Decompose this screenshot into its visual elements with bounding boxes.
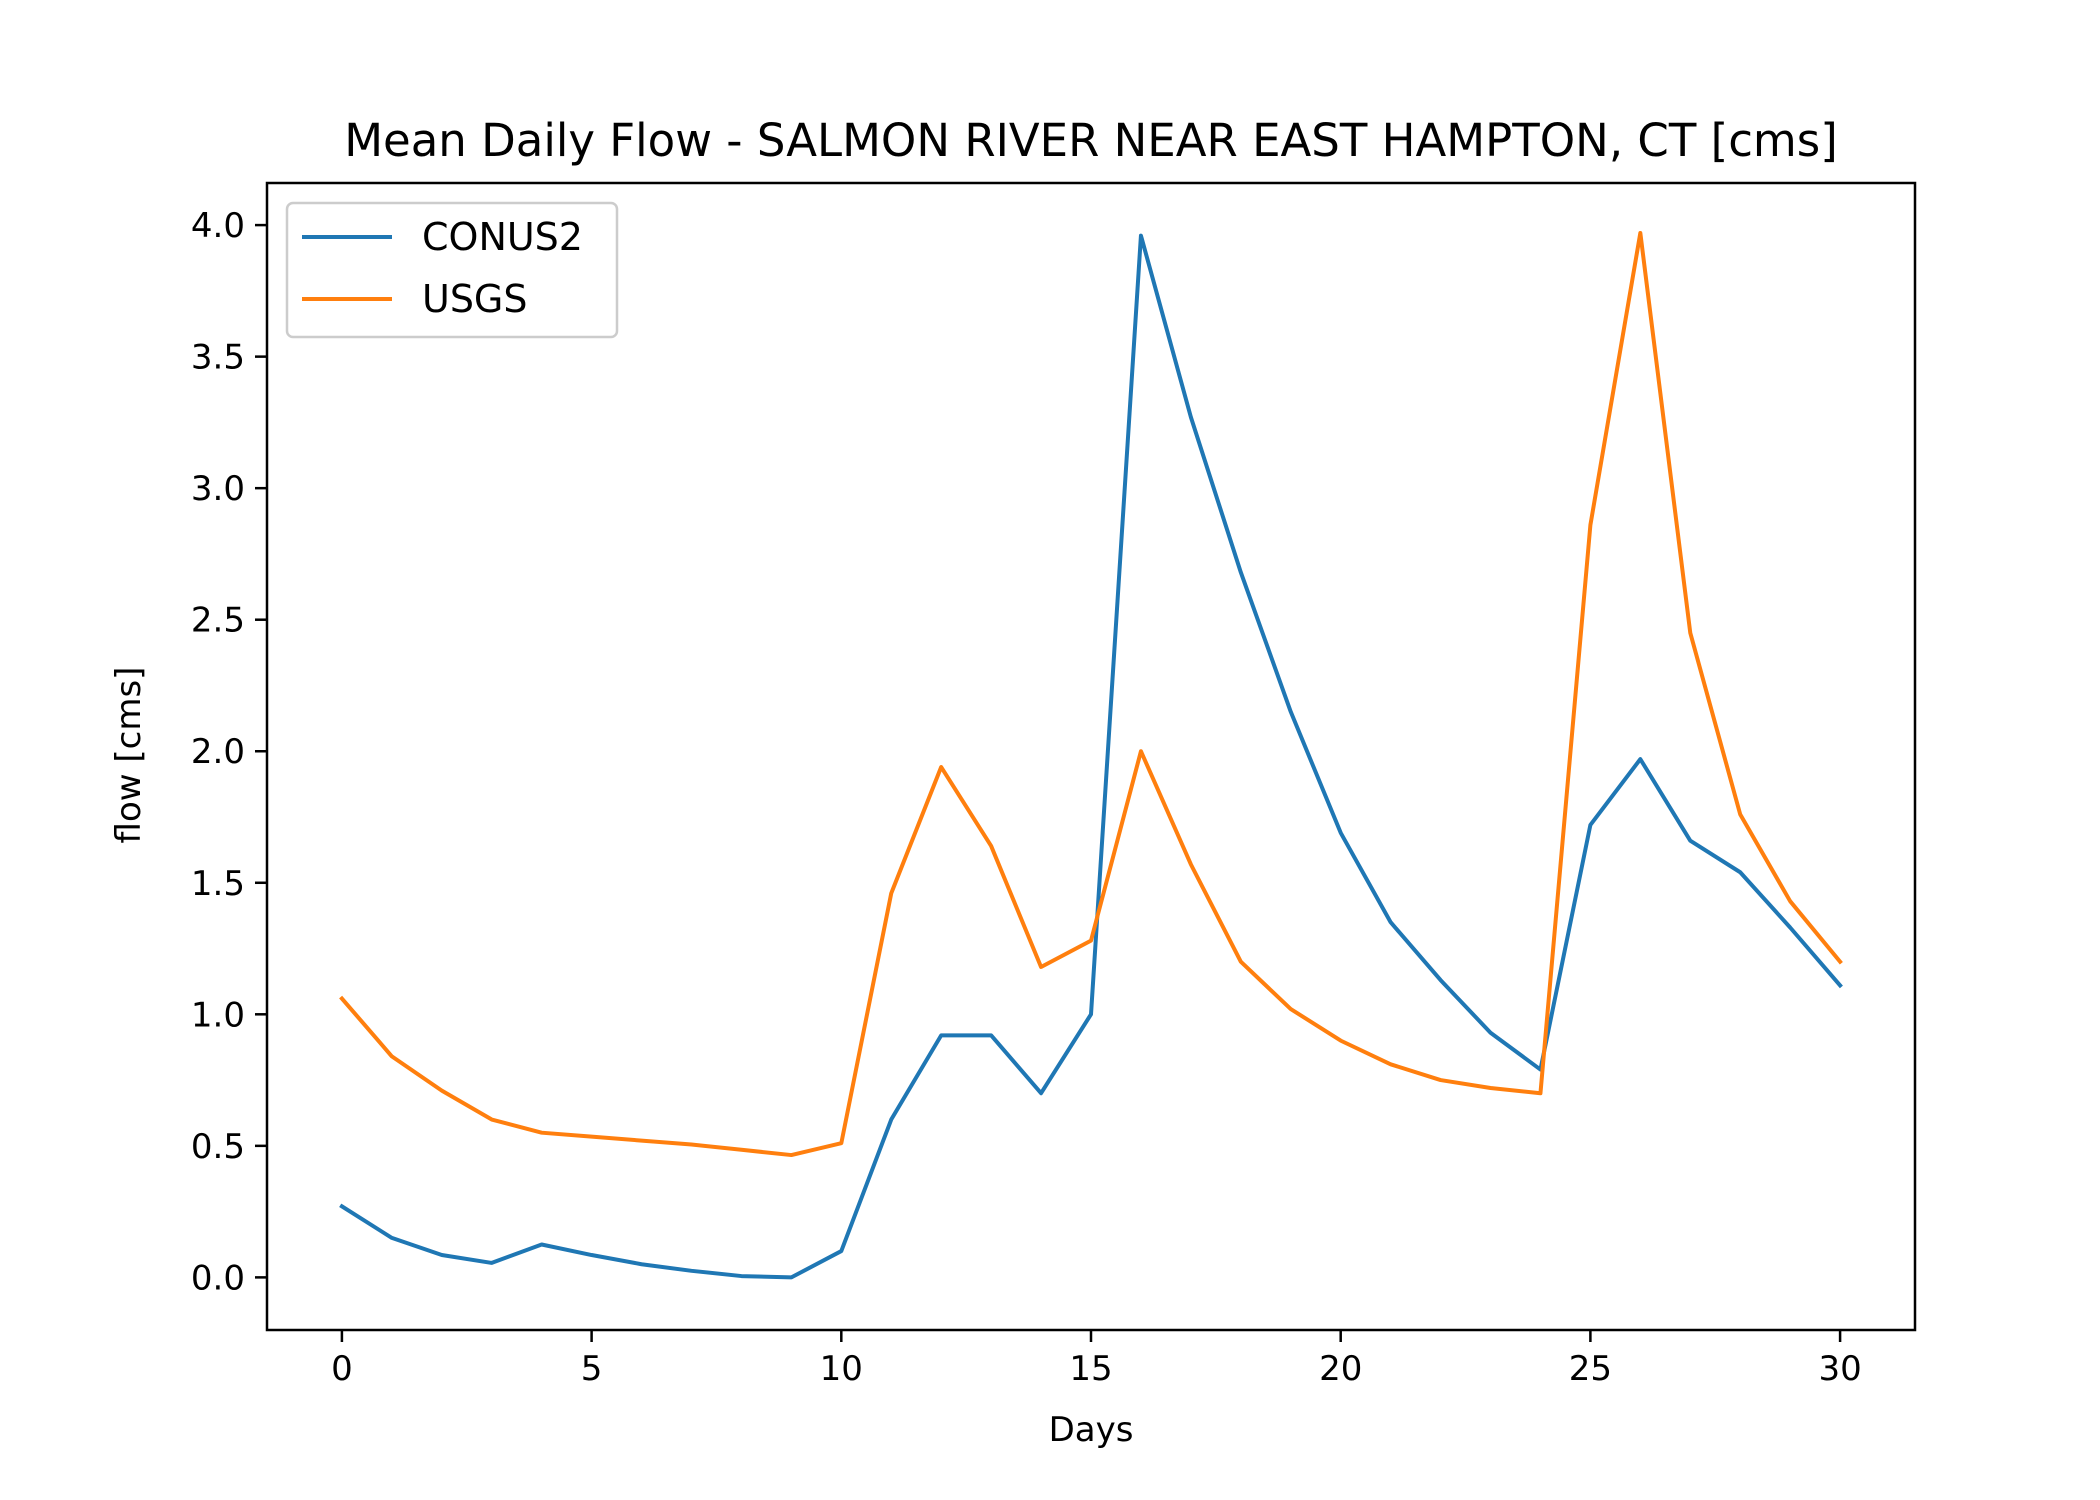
y-tick-label: 2.5 — [191, 601, 245, 641]
y-tick-label: 1.0 — [191, 995, 245, 1035]
y-tick-label: 3.5 — [191, 338, 245, 378]
y-tick-label: 2.0 — [191, 732, 245, 772]
x-tick-label: 30 — [1818, 1349, 1861, 1389]
y-tick-label: 4.0 — [191, 206, 245, 246]
x-tick-label: 15 — [1069, 1349, 1112, 1389]
y-tick-label: 0.5 — [191, 1127, 245, 1167]
legend-label-usgs: USGS — [422, 277, 528, 321]
x-tick-label: 20 — [1319, 1349, 1362, 1389]
y-tick-label: 1.5 — [191, 864, 245, 904]
y-axis-label: flow [cms] — [109, 667, 149, 844]
y-tick-label: 0.0 — [191, 1258, 245, 1298]
x-tick-label: 0 — [331, 1349, 353, 1389]
legend: CONUS2 USGS — [287, 203, 617, 337]
x-tick-label: 10 — [820, 1349, 863, 1389]
chart-title: Mean Daily Flow - SALMON RIVER NEAR EAST… — [344, 114, 1838, 167]
legend-label-conus2: CONUS2 — [422, 215, 583, 259]
y-tick-label: 3.0 — [191, 469, 245, 509]
x-tick-label: 25 — [1569, 1349, 1612, 1389]
x-tick-label: 5 — [581, 1349, 603, 1389]
x-axis-label: Days — [1049, 1410, 1134, 1450]
